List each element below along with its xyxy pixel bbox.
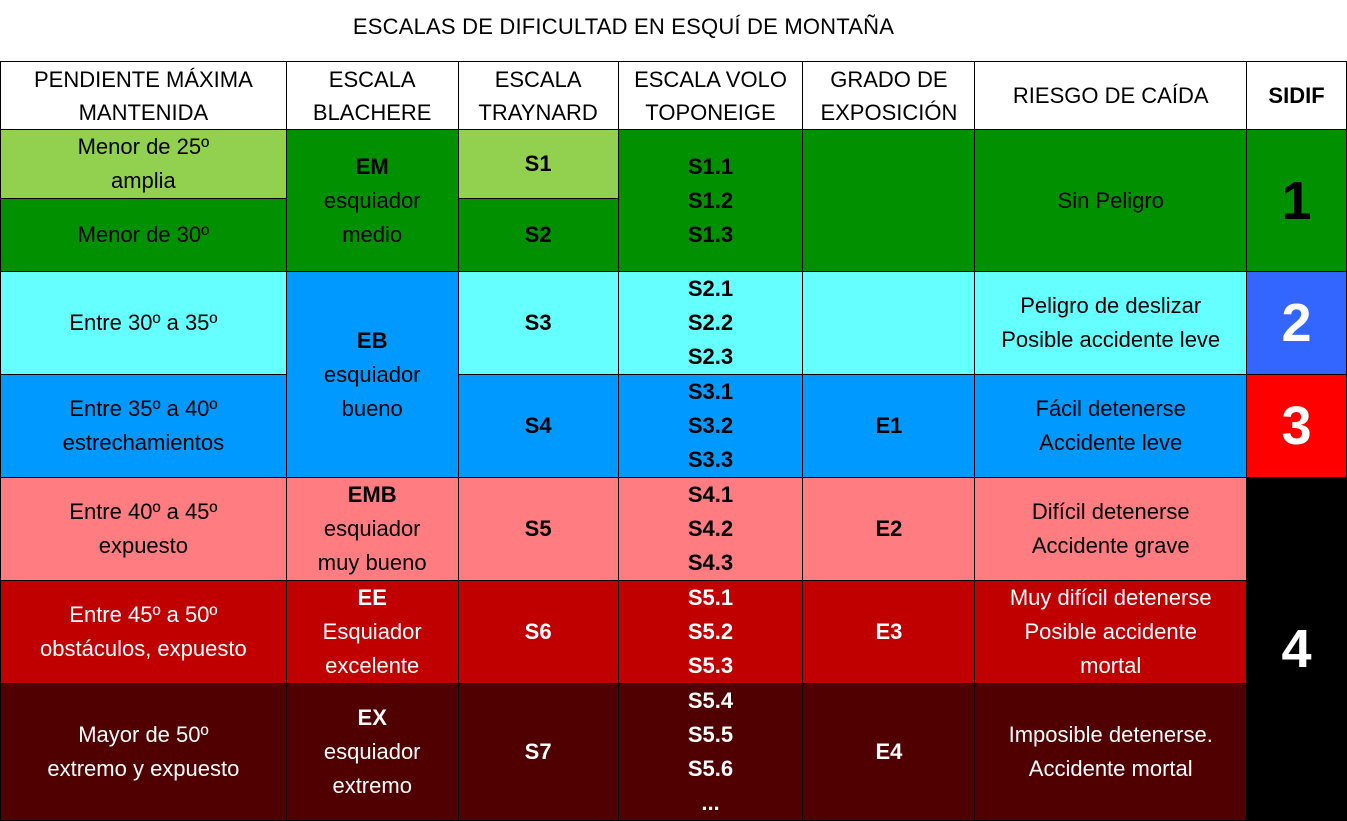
difficulty-table: PENDIENTE MÁXIMA MANTENIDA ESCALA BLACHERE… — [0, 61, 1347, 821]
traynard-cell: S7 — [457, 683, 619, 821]
exposicion-cell: E1 — [802, 374, 976, 478]
riesgo-cell: Sin Peligro — [974, 129, 1248, 272]
table-row: Entre 30º a 35º EB esquiador bueno S3 S2.1… — [0, 271, 1347, 478]
header-sidif: SIDIF — [1246, 61, 1347, 130]
riesgo-cell: Imposible detenerse. Accidente mortal — [974, 683, 1248, 821]
sidif-badge: 3 — [1246, 374, 1347, 478]
header-traynard: ESCALA TRAYNARD — [457, 61, 619, 130]
pendiente-cell: Entre 35º a 40º estrechamientos — [0, 374, 287, 478]
table-row: Entre 45º a 50º obstáculos, expuesto EE Es… — [0, 580, 1347, 684]
pendiente-cell: Menor de 30º — [0, 198, 287, 272]
table-row: Menor de 25º amplia EM esquiador medio S1 S… — [0, 129, 1347, 272]
sidif-badge: 1 — [1246, 129, 1347, 272]
volo-cell: S4.1 S4.2 S4.3 — [617, 477, 804, 581]
traynard-cell: S5 — [457, 477, 619, 581]
traynard-cell: S1 — [457, 129, 619, 199]
sidif-badge: 4 — [1246, 477, 1347, 821]
header-volo: ESCALA VOLO TOPONEIGE — [617, 61, 804, 130]
pendiente-cell: Mayor de 50º extremo y expuesto — [0, 683, 287, 821]
riesgo-cell: Fácil detenerse Accidente leve — [974, 374, 1248, 478]
header-blachere: ESCALA BLACHERE — [285, 61, 459, 130]
volo-cell: S5.1 S5.2 S5.3 — [617, 580, 804, 684]
table-row: Entre 35º a 40º estrechamientos S4 S3.1 S3… — [0, 374, 1347, 478]
pendiente-cell: Entre 45º a 50º obstáculos, expuesto — [0, 580, 287, 684]
blachere-cell: EX esquiador extremo — [285, 683, 459, 821]
traynard-cell: S6 — [457, 580, 619, 684]
exposicion-cell: E2 — [802, 477, 976, 581]
exposicion-cell: E3 — [802, 580, 976, 684]
riesgo-cell: Peligro de deslizar Posible accidente lev… — [974, 271, 1248, 375]
volo-cell: S5.4 S5.5 S5.6... — [617, 683, 804, 821]
page-title: ESCALAS DE DIFICULTAD EN ESQUÍ DE MONTAÑ… — [352, 14, 895, 39]
exposicion-cell — [802, 129, 976, 272]
pendiente-cell: Entre 40º a 45º expuesto — [0, 477, 287, 581]
exposicion-cell — [802, 271, 976, 375]
exposicion-cell: E4 — [802, 683, 976, 821]
riesgo-cell: Difícil detenerse Accidente grave — [974, 477, 1248, 581]
sidif-badge: 2 — [1246, 271, 1347, 375]
header-exposicion: GRADO DE EXPOSICIÓN — [802, 61, 976, 130]
traynard-cell: S2 — [457, 198, 619, 272]
pendiente-cell: Entre 30º a 35º — [0, 271, 287, 375]
blachere-cell: EMB esquiador muy bueno — [285, 477, 459, 581]
blachere-cell: EE Esquiador excelente — [285, 580, 459, 684]
traynard-cell: S4 — [457, 374, 619, 478]
blachere-cell: EB esquiador bueno — [285, 271, 459, 478]
pendiente-cell: Menor de 25º amplia — [0, 129, 287, 199]
header-pendiente: PENDIENTE MÁXIMA MANTENIDA — [0, 61, 287, 130]
header-row: PENDIENTE MÁXIMA MANTENIDA ESCALA BLACHERE… — [0, 61, 1347, 130]
table-row: Mayor de 50º extremo y expuesto EX esquiad… — [0, 683, 1347, 821]
riesgo-cell: Muy difícil detenerse Posible accidente mo… — [974, 580, 1248, 684]
traynard-cell: S3 — [457, 271, 619, 375]
blachere-cell: EM esquiador medio — [285, 129, 459, 272]
table-row: Entre 40º a 45º expuesto EMB esquiador muy … — [0, 477, 1347, 821]
volo-cell: S2.1 S2.2 S2.3 — [617, 271, 804, 375]
table-row: Menor de 30º S2 — [0, 198, 1347, 272]
header-riesgo: RIESGO DE CAÍDA — [974, 61, 1248, 130]
volo-cell: S3.1 S3.2 S3.3 — [617, 374, 804, 478]
volo-cell: S1.1 S1.2 S1.3 — [617, 129, 804, 272]
